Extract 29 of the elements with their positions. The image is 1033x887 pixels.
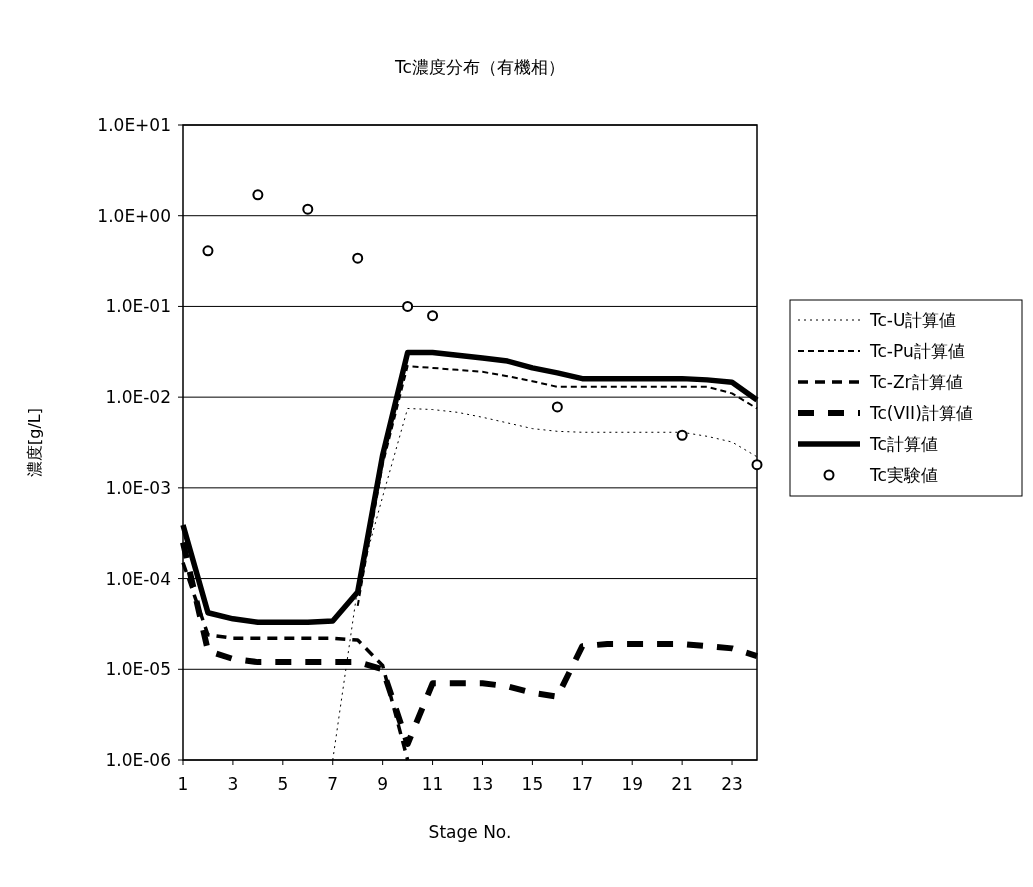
y-tick-label: 1.0E+01 [97,115,171,135]
legend-label: Tc-Pu計算値 [869,341,965,361]
x-tick-label: 19 [621,774,644,794]
x-tick-label: 23 [721,774,743,794]
x-axis-title: Stage No. [428,822,512,842]
legend-label: Tc(VII)計算値 [869,403,973,423]
x-tick-label: 7 [327,774,339,794]
x-tick-label: 21 [671,774,693,794]
x-tick-label: 9 [377,774,389,794]
x-tick-label: 11 [421,774,444,794]
x-tick-label: 5 [277,774,289,794]
x-tick-label: 3 [227,774,239,794]
x-tick-label: 15 [521,774,544,794]
legend-label: Tc-U計算値 [869,310,957,330]
x-tick-label: 1 [177,774,189,794]
y-tick-label: 1.0E-02 [105,387,171,408]
legend-label: Tc実験値 [869,465,938,485]
legend-label: Tc-Zr計算値 [869,372,963,392]
x-tick-label: 13 [471,774,494,794]
y-tick-label: 1.0E-06 [105,750,171,770]
y-tick-label: 1.0E-01 [105,296,171,317]
x-tick-label: 17 [571,774,594,794]
chart-title: Tc濃度分布（有機相） [394,57,565,77]
y-tick-label: 1.0E+00 [97,205,171,226]
y-tick-label: 1.0E-04 [105,568,171,589]
y-tick-label: 1.0E-05 [105,659,171,680]
y-tick-label: 1.0E-03 [105,477,171,498]
y-axis-title: 濃度[g/L] [25,408,44,477]
legend-label: Tc計算値 [869,434,938,454]
